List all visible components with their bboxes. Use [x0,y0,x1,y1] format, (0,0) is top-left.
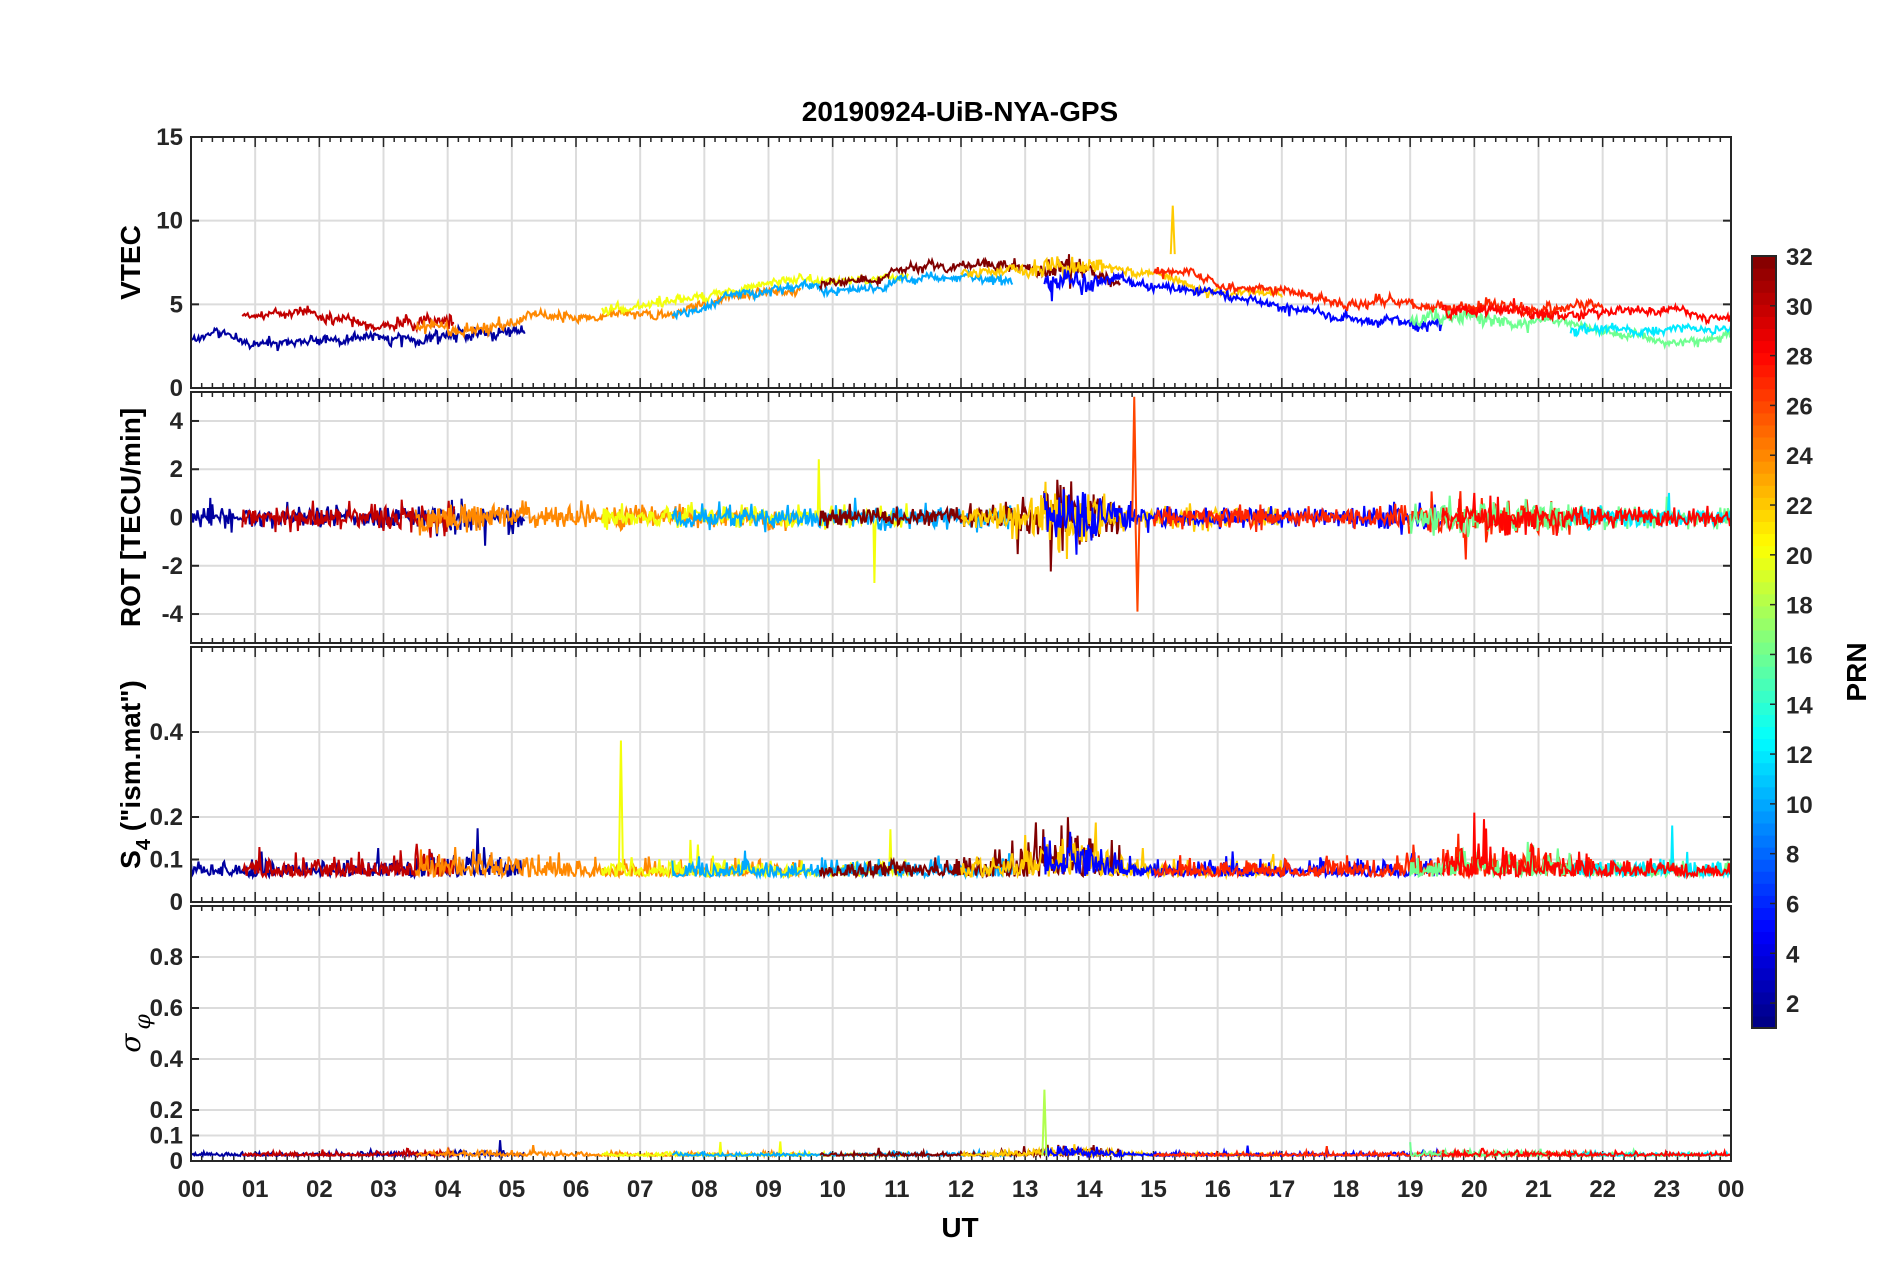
y-tick-label: 0 [170,889,183,916]
colorbar-tick-label: 2 [1786,991,1799,1018]
y-tick-label: 0 [170,505,183,532]
axes-frame [190,136,1732,389]
colorbar-tick-label: 18 [1786,593,1813,620]
chart-title: 20190924-UiB-NYA-GPS [802,96,1118,127]
x-tick-label: 10 [819,1176,846,1203]
panel-rot: -4 -2 0 2 4 ROT [TECU/min] [115,391,1732,644]
series-line-prn-32 [818,254,1121,292]
x-axis-label: UT [941,1212,978,1243]
x-tick-label: 07 [627,1176,654,1203]
series-line-prn-27 [1153,1145,1603,1160]
sigma-max-spike [1041,1089,1048,1156]
colorbar-tick-label: 12 [1786,742,1813,769]
series-line-prn-10 [671,268,1014,321]
x-tick-label: 17 [1268,1176,1295,1203]
x-tick-label: 18 [1333,1176,1360,1203]
x-tick-label: 00 [178,1176,205,1203]
y-axis-label: S4 ("ism.mat") [115,680,155,869]
y-tick-label: 0 [170,1148,183,1175]
series-line-prn-27 [1152,491,1604,560]
x-tick-label: 19 [1397,1176,1424,1203]
colorbar-tick-label: 22 [1786,493,1813,520]
series-line-prn-28 [1441,1147,1731,1159]
x-tick-label: 00 [1718,1176,1745,1203]
colorbar-tick-label: 14 [1786,692,1813,719]
x-tick-label: 01 [242,1176,269,1203]
y-tick-label: 0.4 [150,1046,184,1073]
x-tick-label: 20 [1461,1176,1488,1203]
x-tick-label: 11 [884,1176,909,1203]
x-tick-label: 02 [306,1176,333,1203]
y-tick-label: 2 [170,456,183,483]
y-tick-label: 0.2 [150,1097,183,1124]
x-tick-label: 22 [1589,1176,1616,1203]
colorbar-tick-label: 8 [1786,842,1799,869]
s4-max-spike [617,740,624,869]
y-tick-label: 0.2 [150,804,183,831]
y-tick-label: 0.8 [150,944,183,971]
rot-min-spike [1134,517,1141,612]
colorbar-tick-label: 28 [1786,344,1813,371]
colorbar-tick-label: 4 [1786,941,1800,968]
x-tick-label: 03 [370,1176,397,1203]
colorbar-label: PRN [1841,642,1872,701]
vtec-max-spike [1169,205,1176,255]
panel-vtec: 0 5 10 15 VTEC [115,124,1732,402]
panel-s4: 0 0.1 0.2 0.4S4 ("ism.mat") [115,646,1732,916]
colorbar-tick-label: 10 [1786,792,1813,819]
series-line-prn-28 [1441,812,1731,880]
x-tick-label: 04 [434,1176,461,1203]
colorbar-tick-label: 16 [1786,642,1813,669]
x-tick-label: 12 [948,1176,975,1203]
colorbar-tick-label: 30 [1786,294,1813,321]
x-tick-label: 05 [498,1176,525,1203]
y-tick-label: 10 [156,208,183,235]
x-tick-label: 21 [1525,1176,1552,1203]
series-line-prn-5 [1043,269,1443,333]
y-tick-label: -2 [162,553,183,580]
colorbar-frame [1751,255,1777,1029]
y-axis-label: ROT [TECU/min] [115,408,146,627]
y-axis-label: σφ [114,1014,156,1053]
y-tick-label: 0.4 [150,719,184,746]
series-line-prn-28 [1441,298,1731,326]
y-axis-label: VTEC [115,225,146,300]
y-tick-label: -4 [162,601,184,628]
axes-frame [190,646,1732,903]
series-line-prn-24 [415,284,802,339]
colorbar-tick-label: 20 [1786,543,1813,570]
colorbar-tick-label: 24 [1786,443,1813,470]
y-tick-label: 5 [170,291,183,318]
axes-frame [190,905,1732,1162]
x-tick-label: 14 [1076,1176,1103,1203]
colorbar-tick-label: 26 [1786,393,1813,420]
y-tick-label: 0.1 [150,847,183,874]
series-line-prn-28 [1441,492,1731,536]
y-tick-label: 0.6 [150,995,183,1022]
y-tick-label: 4 [170,408,184,435]
series-line-prn-2 [191,323,526,352]
x-tick-label: 15 [1140,1176,1167,1203]
series-line-prn-16 [1409,307,1731,351]
x-tick-label: 09 [755,1176,782,1203]
series-line-prn-5 [1043,489,1443,555]
y-tick-label: 0 [170,375,183,402]
x-tick-labels: 00 01 02 03 04 05 06 07 08 09 10 11 12 13 14 15 16 17 18 19… [178,1176,1745,1203]
x-tick-label: 16 [1204,1176,1231,1203]
x-tick-label: 06 [563,1176,590,1203]
y-tick-label: 15 [156,124,183,151]
x-tick-label: 13 [1012,1176,1039,1203]
panel-sigma-phi: 00.10.2 0.4 0.6 0.8 σφ [114,905,1732,1175]
x-tick-label: 23 [1653,1176,1680,1203]
rot-max-spike [1131,396,1138,518]
x-tick-label: 08 [691,1176,718,1203]
y-tick-label: 0.1 [150,1123,183,1150]
colorbar-tick-label: 6 [1786,891,1799,918]
series-line-prn-30 [241,305,455,334]
series-line-prn-12 [1569,321,1731,340]
axes-frame [190,391,1732,644]
colorbar-tick-label: 32 [1786,244,1813,271]
